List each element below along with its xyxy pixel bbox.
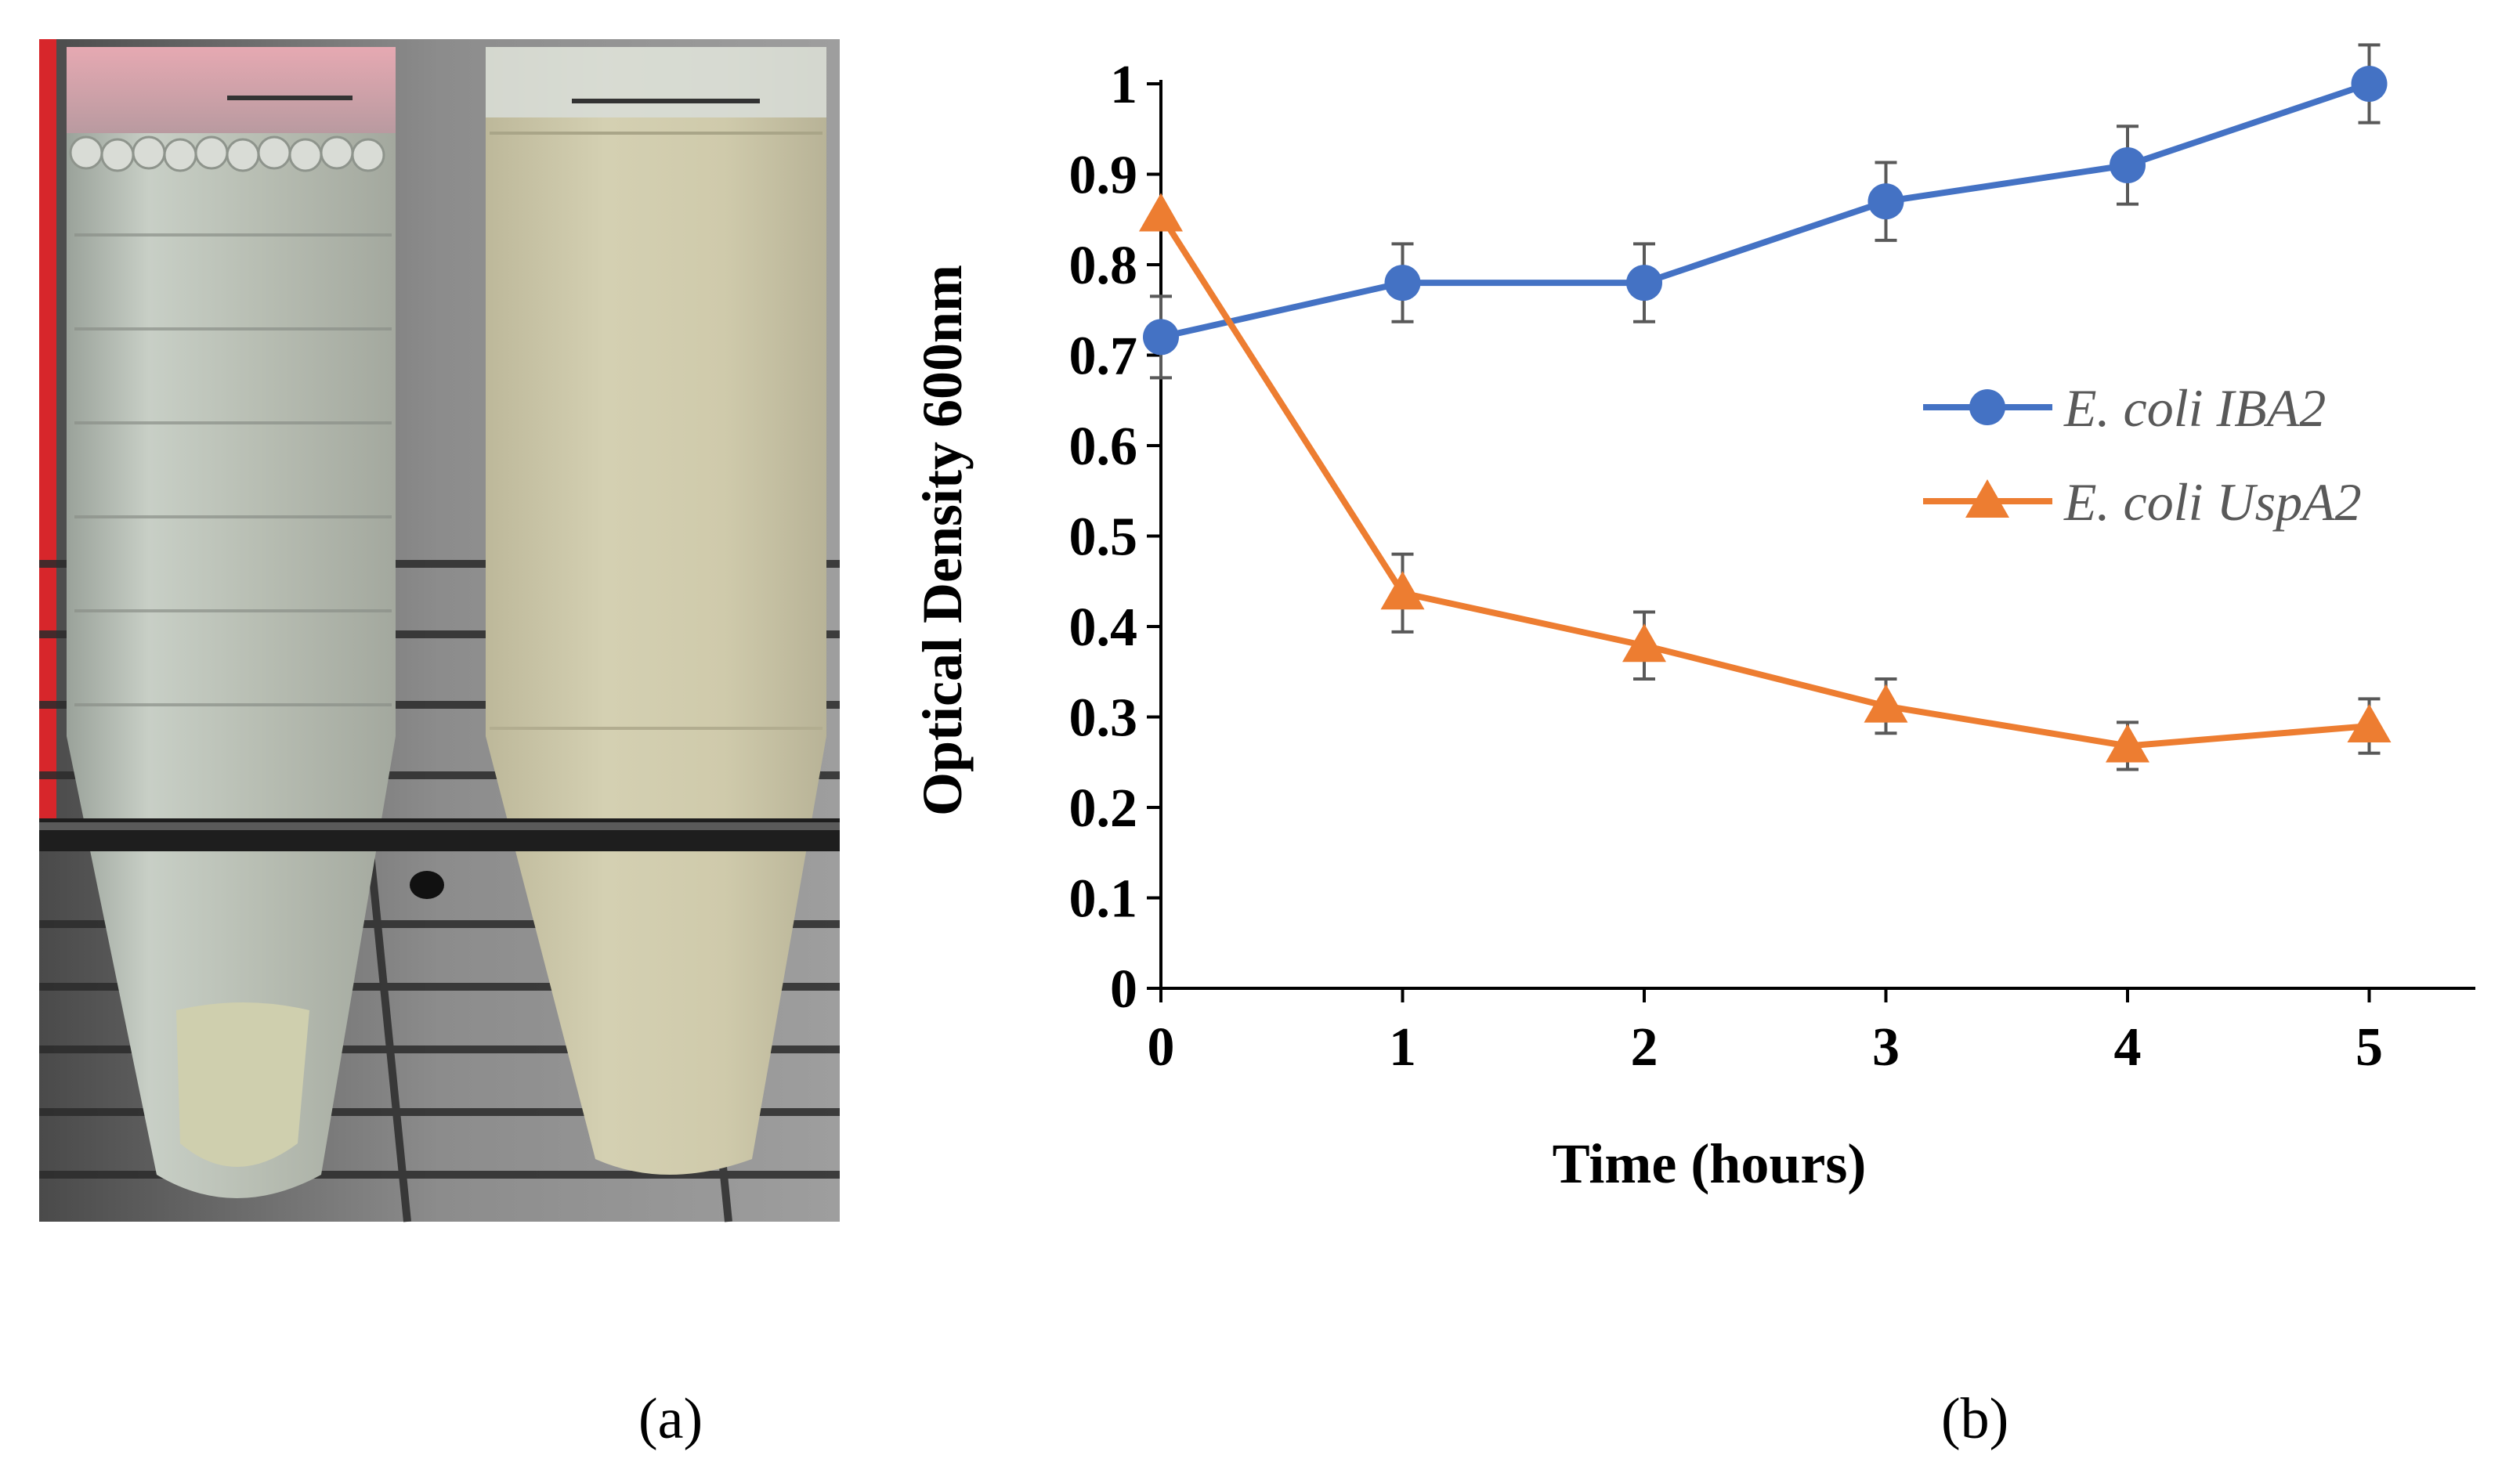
rack-bar (39, 818, 840, 899)
y-tick-label: 0.4 (1069, 598, 1138, 658)
data-point (1864, 684, 1908, 723)
y-tick-label: 0.2 (1069, 778, 1138, 839)
data-point (1139, 193, 1183, 232)
series-line (1160, 81, 2370, 341)
data-point (2106, 724, 2149, 763)
x-axis-label: Time (hours) (1553, 1132, 1867, 1195)
data-point (2347, 704, 2392, 743)
x-tick-label: 4 (2114, 1017, 2142, 1078)
chart-axes (1159, 80, 2475, 990)
right-tube (486, 47, 826, 1175)
data-point (1626, 265, 1662, 302)
legend-label: E. coli IBA2 (2063, 378, 2326, 438)
y-tick-label: 0.1 (1069, 869, 1138, 930)
legend-label: E. coli UspA2 (2063, 472, 2362, 532)
series-line (1158, 213, 2370, 749)
y-tick-label: 0.3 (1069, 688, 1138, 749)
data-point (1380, 571, 1425, 610)
y-tick-label: 0.5 (1069, 507, 1138, 568)
data-point (1384, 265, 1421, 302)
panel-a-label: (a) (638, 1387, 703, 1451)
y-tick-label: 0 (1110, 959, 1137, 1020)
panel-b-label: (b) (1941, 1387, 2009, 1451)
y-tick-label: 1 (1110, 55, 1137, 115)
left-tube (67, 47, 396, 1198)
data-point (1143, 319, 1179, 356)
y-tick-label: 0.6 (1069, 417, 1138, 477)
x-tick-label: 1 (1389, 1017, 1416, 1078)
data-point (2110, 146, 2146, 183)
y-tick-label: 0.7 (1069, 327, 1138, 387)
series-e-coli-iba2 (1143, 43, 2388, 380)
plot-series (1139, 43, 2392, 771)
legend-marker (1969, 389, 2005, 425)
y-tick-label: 0.9 (1069, 146, 1138, 206)
y-axis-ticks: 0 0.1 0.2 0.3 0.4 0.5 0.6 0.7 0.8 0.9 1 (1069, 55, 1161, 1020)
data-point (1867, 183, 1904, 220)
x-tick-label: 0 (1148, 1017, 1175, 1078)
x-tick-label: 5 (2355, 1017, 2383, 1078)
legend-marker (1965, 479, 2009, 518)
y-axis-label: Optical Density 600nm (911, 265, 974, 816)
legend: E. coli IBA2 E. coli UspA2 (1923, 378, 2362, 532)
data-point (2351, 66, 2388, 102)
legend-entry: E. coli IBA2 (1923, 378, 2326, 438)
x-axis-ticks: 0 1 2 3 4 5 (1148, 988, 2383, 1078)
data-point (1622, 623, 1666, 663)
y-tick-label: 0.8 (1069, 236, 1138, 296)
series-e-coli-uspa2 (1139, 193, 2392, 771)
x-tick-label: 3 (1872, 1017, 1900, 1078)
x-tick-label: 2 (1631, 1017, 1658, 1078)
legend-entry: E. coli UspA2 (1923, 472, 2362, 532)
